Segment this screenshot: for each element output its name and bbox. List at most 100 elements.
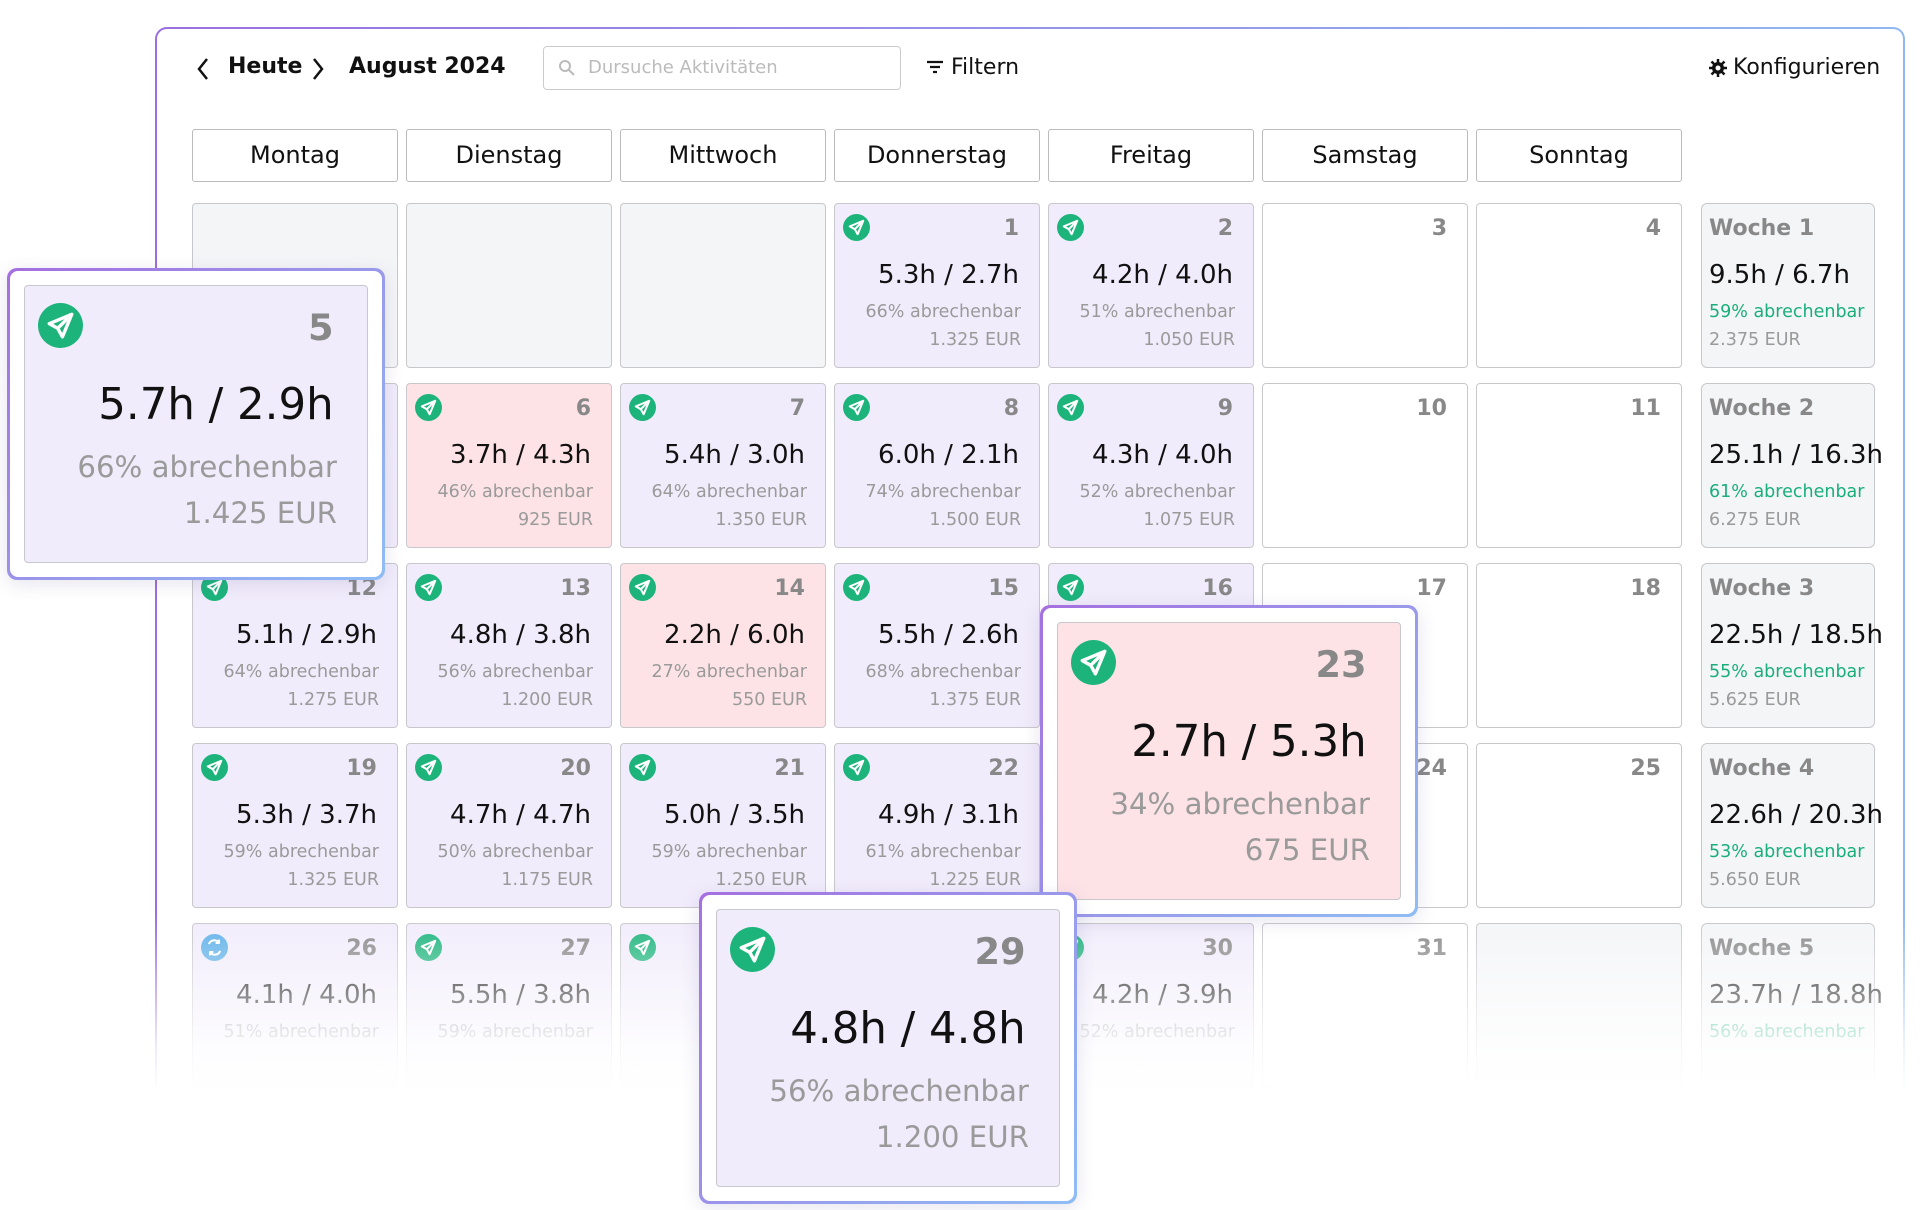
billable: 59% abrechenbar: [651, 842, 807, 862]
day-number: 12: [346, 576, 377, 601]
week-label: Woche 4: [1709, 756, 1815, 781]
icon-glyph: [848, 759, 865, 776]
week-label: Woche 1: [1709, 216, 1815, 241]
amount: 1.250 EUR: [715, 870, 807, 890]
icon-glyph: [634, 759, 651, 776]
filter-button[interactable]: Filtern: [951, 55, 1020, 80]
day-cell[interactable]: 12 5.1h / 2.9h 64% abrechenbar 1.275 EUR: [192, 563, 398, 728]
day-cell[interactable]: [406, 203, 612, 368]
billable: 64% abrechenbar: [223, 662, 379, 682]
day-number: 1: [1003, 216, 1019, 241]
day-number: 22: [988, 756, 1019, 781]
day-cell[interactable]: [620, 203, 826, 368]
day-detail-body[interactable]: 29 4.8h / 4.8h 56% abrechenbar 1.200 EUR: [716, 909, 1060, 1187]
weekday-header: Montag: [192, 129, 398, 182]
day-cell[interactable]: 21 5.0h / 3.5h 59% abrechenbar 1.250 EUR: [620, 743, 826, 908]
icon-glyph: [206, 759, 223, 776]
configure-button[interactable]: Konfigurieren: [1733, 55, 1881, 80]
week-billable: 59% abrechenbar: [1709, 302, 1865, 322]
hours: 2.7h / 5.3h: [1131, 716, 1367, 767]
day-number: 21: [774, 756, 805, 781]
day-number: 13: [560, 576, 591, 601]
week-summary: Woche 2 25.1h / 16.3h 61% abrechenbar 6.275…: [1701, 383, 1883, 548]
day-cell[interactable]: 22 4.9h / 3.1h 61% abrechenbar 1.225 EUR: [834, 743, 1040, 908]
sent-icon: [843, 394, 870, 421]
today-button[interactable]: Heute: [228, 54, 303, 79]
week-amount: 2.375 EUR: [1709, 330, 1801, 350]
prev-button[interactable]: [195, 57, 211, 81]
billable: 61% abrechenbar: [865, 842, 1021, 862]
day-number: 8: [1003, 396, 1019, 421]
day-cell[interactable]: 20 4.7h / 4.7h 50% abrechenbar 1.175 EUR: [406, 743, 612, 908]
week-amount: 5.650 EUR: [1709, 870, 1801, 890]
billable: 50% abrechenbar: [437, 842, 593, 862]
sent-icon: [415, 394, 442, 421]
sent-icon: [843, 214, 870, 241]
filter-icon[interactable]: [926, 60, 944, 76]
billable: 66% abrechenbar: [865, 302, 1021, 322]
week-summary: Woche 3 22.5h / 18.5h 55% abrechenbar 5.625…: [1701, 563, 1883, 728]
billable: 74% abrechenbar: [865, 482, 1021, 502]
sent-icon: [843, 754, 870, 781]
sent-icon: [730, 926, 776, 972]
day-number: 5: [308, 306, 334, 350]
search-input[interactable]: Dursuche Aktivitäten: [543, 46, 901, 90]
hours: 5.1h / 2.9h: [236, 620, 377, 650]
day-number: 29: [974, 930, 1026, 974]
billable: 64% abrechenbar: [651, 482, 807, 502]
day-cell[interactable]: 1 5.3h / 2.7h 66% abrechenbar 1.325 EUR: [834, 203, 1040, 368]
day-number: 11: [1630, 396, 1661, 421]
amount: 1.200 EUR: [501, 690, 593, 710]
sent-icon: [201, 754, 228, 781]
hours: 5.0h / 3.5h: [664, 800, 805, 830]
day-cell[interactable]: 9 4.3h / 4.0h 52% abrechenbar 1.075 EUR: [1048, 383, 1254, 548]
day-cell[interactable]: 10: [1262, 383, 1468, 548]
hours: 5.7h / 2.9h: [98, 379, 334, 430]
hours: 2.2h / 6.0h: [664, 620, 805, 650]
icon-glyph: [1062, 399, 1079, 416]
day-number: 18: [1630, 576, 1661, 601]
icon-glyph: [1062, 219, 1079, 236]
day-cell[interactable]: 13 4.8h / 3.8h 56% abrechenbar 1.200 EUR: [406, 563, 612, 728]
weekday-header: Freitag: [1048, 129, 1254, 182]
day-cell[interactable]: 19 5.3h / 3.7h 59% abrechenbar 1.325 EUR: [192, 743, 398, 908]
billable: 52% abrechenbar: [1079, 482, 1235, 502]
day-number: 10: [1416, 396, 1447, 421]
day-cell[interactable]: 15 5.5h / 2.6h 68% abrechenbar 1.375 EUR: [834, 563, 1040, 728]
day-cell[interactable]: 14 2.2h / 6.0h 27% abrechenbar 550 EUR: [620, 563, 826, 728]
hours: 4.8h / 3.8h: [450, 620, 591, 650]
day-detail-body[interactable]: 23 2.7h / 5.3h 34% abrechenbar 675 EUR: [1057, 622, 1401, 900]
day-number: 17: [1416, 576, 1447, 601]
day-cell[interactable]: 11: [1476, 383, 1682, 548]
day-detail-inner: 29 4.8h / 4.8h 56% abrechenbar 1.200 EUR: [702, 895, 1074, 1201]
day-cell[interactable]: 3: [1262, 203, 1468, 368]
day-cell[interactable]: 2 4.2h / 4.0h 51% abrechenbar 1.050 EUR: [1048, 203, 1254, 368]
day-number: 3: [1431, 216, 1447, 241]
sent-icon: [1057, 214, 1084, 241]
week-label: Woche 3: [1709, 576, 1815, 601]
icon-glyph: [420, 399, 437, 416]
day-cell[interactable]: 8 6.0h / 2.1h 74% abrechenbar 1.500 EUR: [834, 383, 1040, 548]
day-cell[interactable]: 6 3.7h / 4.3h 46% abrechenbar 925 EUR: [406, 383, 612, 548]
day-number: 4: [1645, 216, 1661, 241]
day-cell[interactable]: 18: [1476, 563, 1682, 728]
week-amount: 6.275 EUR: [1709, 510, 1801, 530]
day-cell[interactable]: 25: [1476, 743, 1682, 908]
hours: 4.2h / 4.0h: [1092, 260, 1233, 290]
settings-icon[interactable]: [1708, 58, 1728, 78]
amount: 1.075 EUR: [1143, 510, 1235, 530]
day-cell[interactable]: 7 5.4h / 3.0h 64% abrechenbar 1.350 EUR: [620, 383, 826, 548]
day-cell[interactable]: 4: [1476, 203, 1682, 368]
hours: 4.9h / 3.1h: [878, 800, 1019, 830]
billable: 46% abrechenbar: [437, 482, 593, 502]
icon-glyph: [848, 399, 865, 416]
day-detail-body[interactable]: 5 5.7h / 2.9h 66% abrechenbar 1.425 EUR: [24, 285, 368, 563]
week-label: Woche 2: [1709, 396, 1815, 421]
amount: 1.175 EUR: [501, 870, 593, 890]
day-number: 24: [1416, 756, 1447, 781]
amount: 1.225 EUR: [929, 870, 1021, 890]
next-button[interactable]: [310, 57, 326, 81]
icon-glyph: [420, 579, 437, 596]
day-detail-card: 29 4.8h / 4.8h 56% abrechenbar 1.200 EUR: [699, 892, 1077, 1204]
